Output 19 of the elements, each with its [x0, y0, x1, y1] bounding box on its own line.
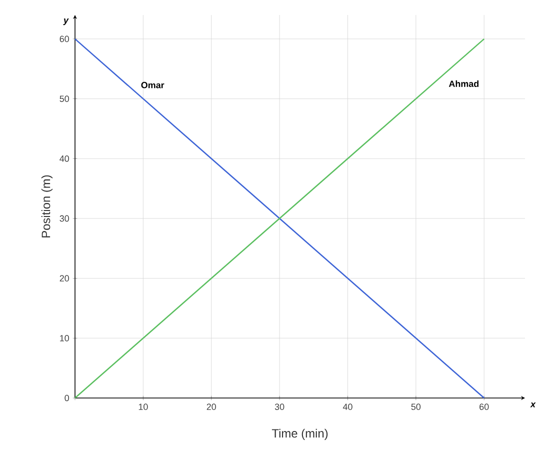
y-tick-label: 20 [60, 275, 70, 282]
x-tick-label: 40 [342, 404, 352, 410]
x-tick-label: 30 [274, 404, 284, 410]
series-label: Ahmad [448, 80, 478, 87]
y-tick-label: 40 [60, 155, 70, 162]
x-tick-label: 20 [206, 404, 216, 410]
y-tick-label: 60 [60, 36, 70, 42]
y-axis-title: Position (m) [41, 175, 53, 238]
y-tick-label: 30 [60, 215, 70, 222]
x-tick-label: 10 [138, 404, 148, 410]
y-tick-label: 0 [64, 394, 70, 402]
x-tick-label: 60 [480, 404, 489, 410]
y-tick-label: 10 [60, 334, 70, 342]
x-tick-label: 50 [411, 404, 421, 410]
text: x [530, 402, 536, 408]
series-label: Omar [141, 82, 164, 88]
text: y [63, 18, 69, 26]
x-axis-title: Time (min) [272, 428, 328, 440]
y-tick-label: 50 [60, 96, 70, 102]
